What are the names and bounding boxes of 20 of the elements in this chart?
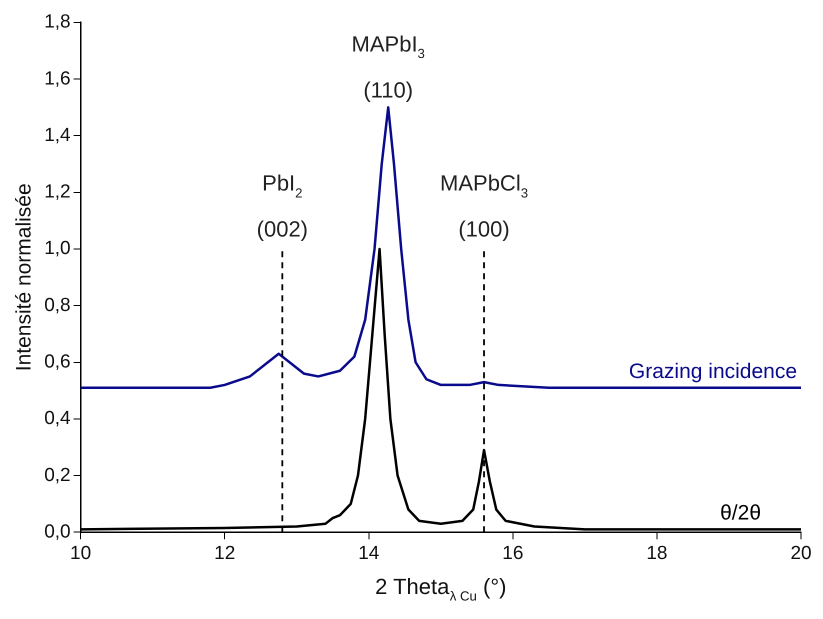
- x-tick-label: 20: [790, 542, 812, 564]
- annotation: (110): [363, 77, 414, 102]
- x-tick-label: 14: [358, 542, 380, 564]
- y-tick-label: 0,0: [44, 521, 71, 542]
- y-tick-label: 0,8: [44, 294, 71, 316]
- x-tick-label: 10: [70, 542, 92, 564]
- y-tick-label: 1,6: [44, 68, 71, 90]
- y-tick-label: 1,4: [44, 124, 72, 146]
- series-label: Grazing incidence: [628, 360, 797, 383]
- y-tick-label: 0,6: [44, 352, 71, 372]
- x-tick-label: 18: [646, 542, 668, 564]
- y-tick-label: 1,8: [44, 12, 71, 33]
- y-tick-label: 1,2: [44, 182, 71, 203]
- y-axis-title: Intensité normalisée: [12, 183, 36, 372]
- y-tick-label: 0,4: [44, 408, 72, 430]
- x-tick-label: 12: [214, 542, 236, 564]
- y-tick-label: 1,0: [44, 238, 71, 260]
- x-tick-label: 16: [502, 542, 524, 564]
- series-label: θ/2θ: [720, 501, 762, 524]
- y-tick-label: 0,2: [44, 464, 71, 486]
